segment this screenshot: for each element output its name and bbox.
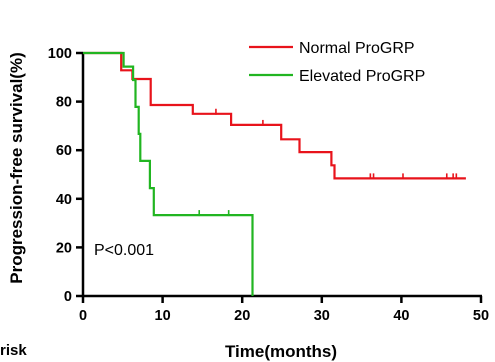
- legend-label-normal-progrp: Normal ProGRP: [299, 40, 415, 57]
- x-tick-label: 0: [79, 308, 87, 324]
- x-tick-label: 50: [473, 308, 489, 324]
- legend-label-elevated-progrp: Elevated ProGRP: [299, 68, 425, 85]
- x-tick-label: 10: [155, 308, 171, 324]
- y-axis-title: Progression-free survival(%): [7, 52, 26, 283]
- legend: Normal ProGRP Elevated ProGRP: [249, 40, 425, 85]
- x-tick-label: 30: [314, 308, 330, 324]
- y-tick-label: 0: [64, 289, 72, 305]
- p-value-annotation: P<0.001: [94, 242, 154, 259]
- axes: 0 20 40 60 80 100 0 10 20 30 40 50: [48, 46, 489, 324]
- y-tick-label: 40: [56, 192, 72, 208]
- y-tick-label: 100: [48, 46, 72, 62]
- y-tick-label: 60: [56, 143, 72, 159]
- series-layer: [83, 51, 466, 296]
- y-tick-label: 80: [56, 95, 72, 111]
- cut-off-text: risk: [0, 342, 27, 359]
- y-tick-label: 20: [56, 240, 72, 256]
- x-tick-label: 40: [393, 308, 409, 324]
- series-line-elevated-progrp: [83, 51, 254, 296]
- x-tick-label: 20: [234, 308, 250, 324]
- x-axis-title: Time(months): [225, 342, 337, 361]
